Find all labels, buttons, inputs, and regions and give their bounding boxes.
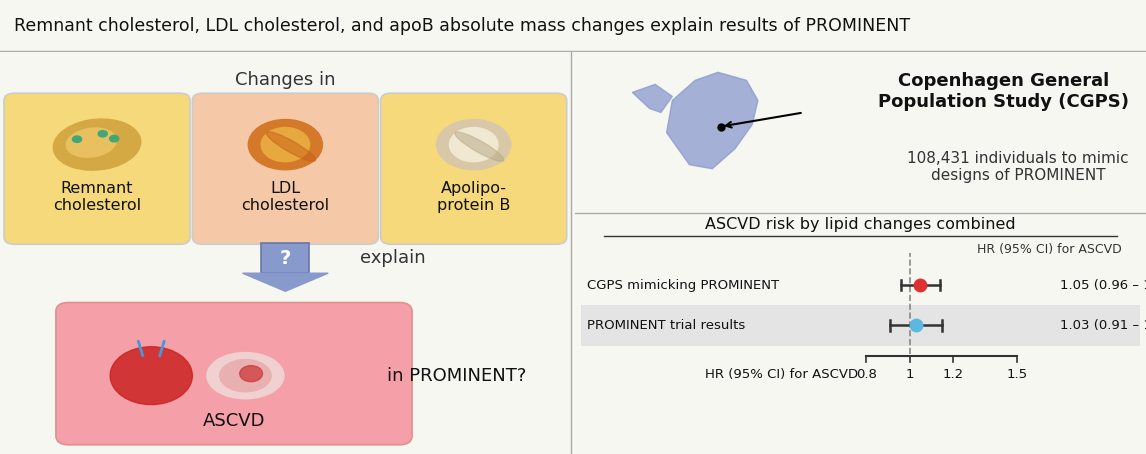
Text: LDL
cholesterol: LDL cholesterol (242, 181, 329, 213)
Polygon shape (667, 72, 758, 169)
Ellipse shape (261, 128, 309, 162)
Text: ?: ? (280, 249, 291, 267)
Polygon shape (633, 84, 673, 113)
Ellipse shape (207, 353, 284, 399)
Ellipse shape (267, 132, 315, 161)
Ellipse shape (455, 132, 504, 161)
Bar (581, 305, 1140, 346)
Text: PROMINENT trial results: PROMINENT trial results (587, 319, 745, 332)
Ellipse shape (66, 128, 117, 157)
Circle shape (110, 135, 119, 142)
Text: ASCVD risk by lipid changes combined: ASCVD risk by lipid changes combined (705, 217, 1017, 232)
Text: explain: explain (360, 249, 425, 267)
Text: 0.8: 0.8 (856, 368, 877, 380)
Text: Copenhagen General
Population Study (CGPS): Copenhagen General Population Study (CGP… (878, 72, 1129, 111)
Text: HR (95% CI) for ASCVD: HR (95% CI) for ASCVD (976, 242, 1121, 256)
Text: ASCVD: ASCVD (203, 412, 265, 429)
Text: Changes in: Changes in (235, 71, 336, 89)
Text: 1.2: 1.2 (942, 368, 964, 380)
Polygon shape (243, 273, 328, 291)
Ellipse shape (449, 128, 499, 162)
Text: 1.03 (0.91 – 1.15): 1.03 (0.91 – 1.15) (1060, 319, 1146, 332)
Text: Apolipo-
protein B: Apolipo- protein B (437, 181, 510, 213)
Text: 1.05 (0.96 – 1.14): 1.05 (0.96 – 1.14) (1060, 279, 1146, 292)
Text: in PROMINENT?: in PROMINENT? (387, 367, 526, 385)
Circle shape (72, 136, 81, 143)
Circle shape (99, 131, 108, 137)
Text: Remnant
cholesterol: Remnant cholesterol (53, 181, 141, 213)
FancyBboxPatch shape (261, 243, 309, 273)
FancyBboxPatch shape (380, 93, 567, 244)
Ellipse shape (54, 119, 141, 170)
Text: Remnant cholesterol, LDL cholesterol, and apoB absolute mass changes explain res: Remnant cholesterol, LDL cholesterol, an… (14, 17, 910, 35)
FancyBboxPatch shape (3, 93, 190, 244)
Text: 1: 1 (905, 368, 913, 380)
Ellipse shape (437, 119, 511, 170)
Circle shape (240, 365, 262, 382)
Text: 1.5: 1.5 (1007, 368, 1028, 380)
Text: HR (95% CI) for ASCVD: HR (95% CI) for ASCVD (705, 368, 858, 380)
Text: CGPS mimicking PROMINENT: CGPS mimicking PROMINENT (587, 279, 779, 292)
Text: 108,431 individuals to mimic
designs of PROMINENT: 108,431 individuals to mimic designs of … (908, 151, 1129, 183)
Ellipse shape (220, 360, 272, 392)
FancyBboxPatch shape (56, 302, 413, 445)
FancyBboxPatch shape (193, 93, 378, 244)
Ellipse shape (249, 119, 322, 170)
Circle shape (110, 347, 193, 405)
